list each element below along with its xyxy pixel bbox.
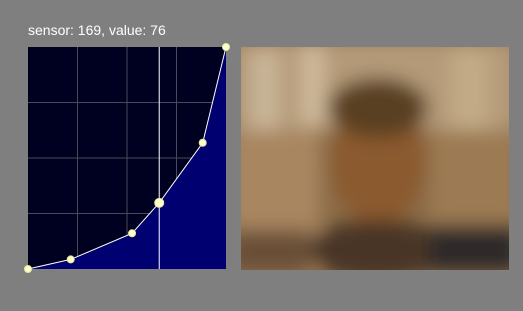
control-point[interactable]: [67, 256, 74, 263]
canvas: [0, 0, 523, 311]
control-point[interactable]: [199, 139, 206, 146]
control-point[interactable]: [129, 230, 136, 237]
control-point[interactable]: [223, 44, 230, 51]
app-window: sensor: 169, value: 76: [0, 0, 523, 311]
camera-preview: [230, 40, 520, 280]
control-point[interactable]: [155, 198, 164, 207]
control-point[interactable]: [25, 266, 32, 273]
